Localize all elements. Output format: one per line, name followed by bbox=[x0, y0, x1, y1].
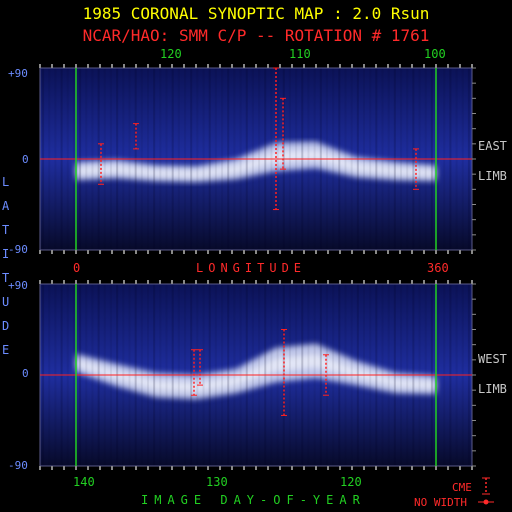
cme-event-marker bbox=[197, 349, 203, 386]
ytick-top-0: 0 bbox=[22, 153, 29, 166]
ytick-bot-0: 0 bbox=[22, 367, 29, 380]
west-label: WEST bbox=[478, 352, 507, 366]
west-limb-map bbox=[39, 280, 476, 470]
lon-tick-360: 360 bbox=[427, 261, 449, 275]
top-tick-3: 100 bbox=[424, 47, 446, 61]
doy-tick-130: 130 bbox=[206, 475, 228, 489]
legend-cme-label: CME bbox=[452, 481, 472, 494]
cme-event-marker bbox=[281, 329, 287, 416]
ytick-top-minus90: -90 bbox=[8, 243, 28, 256]
page-subtitle: NCAR/HAO: SMM C/P -- ROTATION # 1761 bbox=[82, 26, 430, 45]
cme-event-marker bbox=[323, 354, 329, 396]
legend-no-width-label: NO WIDTH bbox=[414, 496, 467, 509]
lon-tick-0: 0 bbox=[73, 261, 81, 275]
ytick-bot-minus90: -90 bbox=[8, 459, 28, 472]
streamer-core bbox=[76, 149, 436, 178]
ytick-top-90: +90 bbox=[8, 67, 28, 80]
day-of-year-axis-label: IMAGE DAY-OF-YEAR bbox=[141, 493, 366, 507]
cme-event-marker bbox=[413, 148, 419, 190]
page-title: 1985 CORONAL SYNOPTIC MAP : 2.0 Rsun bbox=[82, 4, 430, 23]
doy-tick-120: 120 bbox=[340, 475, 362, 489]
cme-event-marker bbox=[98, 143, 104, 185]
top-tick-1: 120 bbox=[160, 47, 182, 61]
east-label: EAST bbox=[478, 139, 507, 153]
ytick-bot-90: +90 bbox=[8, 279, 28, 292]
doy-tick-140: 140 bbox=[73, 475, 95, 489]
longitude-axis-label: LONGITUDE bbox=[196, 261, 307, 275]
cme-event-marker bbox=[280, 97, 286, 170]
cme-event-marker bbox=[273, 67, 279, 211]
east-limb-map bbox=[39, 64, 476, 254]
cme-event-marker bbox=[191, 349, 197, 396]
latitude-axis-label: LATITUDE bbox=[2, 175, 10, 357]
east-limb-label: LIMB bbox=[478, 169, 507, 183]
west-limb-label: LIMB bbox=[478, 382, 507, 396]
cme-event-marker bbox=[133, 123, 139, 150]
top-tick-2: 110 bbox=[289, 47, 311, 61]
streamer-core bbox=[76, 354, 436, 392]
